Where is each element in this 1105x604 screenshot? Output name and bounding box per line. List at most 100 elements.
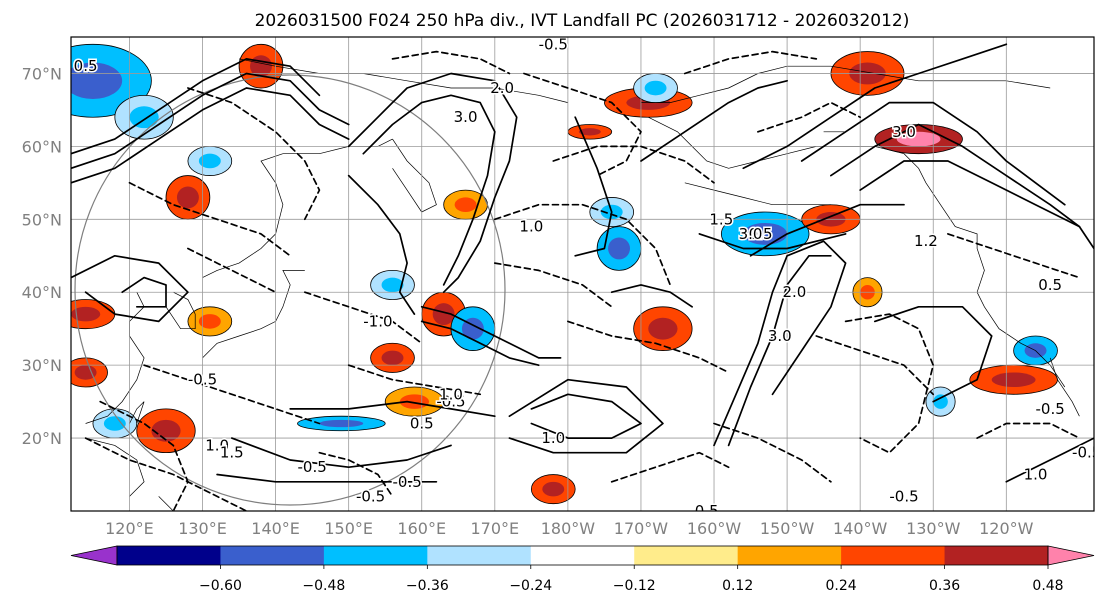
contour-solid-7	[610, 284, 693, 308]
contour-solid-12	[749, 203, 905, 257]
contour-solid-18	[873, 305, 993, 403]
colorbar-segment	[220, 546, 325, 565]
contour-label: 1.5	[220, 444, 244, 462]
colorbar-tick-labels: −0.60 −0.48 −0.36 −0.24 −0.12 0.12 0.24 0.36 0.4…	[199, 565, 1064, 594]
shaded-feature-core-8	[151, 419, 181, 442]
landfall-region-circle	[74, 74, 506, 506]
contour-label: 1.0	[541, 429, 565, 447]
shaded-feature-core-28	[542, 481, 565, 497]
contour-dashed-49	[318, 451, 394, 498]
contour-dashed-31	[84, 437, 248, 511]
colorbar-tick-label: −0.60	[199, 578, 242, 594]
contour-label: -1.0	[363, 312, 392, 330]
lon-tick-label: 130°W	[906, 519, 961, 538]
colorbar-tick-label: −0.48	[302, 578, 345, 594]
map-area: 3.02.01.0 1.5-0.53.02.03.03.01.20.51.00.5…	[71, 37, 1101, 511]
contour-solid-14	[742, 43, 1008, 170]
contour-dashed-30	[143, 364, 321, 425]
contour-dashed-28	[187, 87, 321, 221]
contour-solid-23	[216, 473, 438, 483]
contour-label: 3.0	[768, 327, 792, 345]
contour-dashed-36	[493, 262, 613, 308]
contour-solid-13	[698, 233, 847, 250]
contour-label: -0.5	[356, 487, 385, 505]
shaded-feature-core-14	[454, 197, 477, 213]
lon-tick-label: 140°E	[251, 519, 300, 538]
lat-tick-label: 70°N	[22, 64, 62, 83]
contour-label: 3.0	[454, 108, 478, 126]
contour-label: 3.0	[892, 123, 916, 141]
contour-label: 3.0	[739, 225, 763, 243]
shaded-feature-core-3	[176, 186, 199, 209]
coastline-0	[239, 58, 568, 103]
shaded-feature-core-0	[71, 62, 123, 99]
contour-label: -0.5	[436, 393, 465, 411]
colorbar-tick-label: 0.48	[1032, 578, 1063, 594]
contour-label: -0.5	[1072, 444, 1101, 462]
ivt-contours	[71, 43, 1094, 511]
lon-tick-label: 170°W	[614, 519, 669, 538]
shaded-feature-core-13	[381, 350, 404, 366]
lon-tick-label: 170°E	[470, 519, 519, 538]
contour-dashed-39	[844, 313, 935, 454]
shaded-feature-core-20	[743, 222, 788, 245]
lat-tick-label: 40°N	[22, 283, 62, 302]
contour-label: -0.5	[392, 473, 421, 491]
longitude-ticks: 120°E 130°E 140°E 150°E 160°E 170°E 180°W 170°W…	[105, 519, 1034, 538]
shaded-feature-core-4	[198, 153, 221, 169]
contour-label: 1.0	[1024, 466, 1048, 484]
contour-label: -0.5	[188, 371, 217, 389]
contour-solid-10	[713, 240, 847, 447]
lat-tick-label: 30°N	[22, 356, 62, 375]
coastline-14	[684, 182, 831, 206]
lat-tick-label: 50°N	[22, 210, 62, 229]
contour-dashed-42	[347, 364, 482, 396]
contour-solid-26	[289, 400, 496, 418]
shaded-feature-core-26	[933, 394, 948, 409]
contour-solid-2	[71, 58, 321, 155]
contour-dashed-35	[493, 203, 672, 286]
contour-solid-4	[362, 94, 496, 286]
coastline-7	[129, 401, 145, 424]
colorbar-segment	[117, 546, 221, 565]
colorbar-tick-label: 0.12	[722, 578, 753, 594]
contour-solid-9	[508, 378, 664, 454]
colorbar	[70, 545, 1095, 566]
lon-tick-label: 150°E	[324, 519, 373, 538]
colorbar-tick-label: −0.24	[509, 578, 552, 594]
contour-label: 1.2	[914, 232, 938, 250]
coastline-13	[1049, 357, 1080, 417]
shaded-feature-core-9	[103, 416, 126, 431]
colorbar-tick-label: 0.36	[929, 578, 960, 594]
shaded-feature-core-25	[991, 372, 1036, 388]
contour-dashed-38	[815, 335, 935, 396]
shaded-feature-core-19	[578, 128, 601, 136]
contour-label: -0.5	[743, 225, 772, 243]
contour-label: 0.5	[74, 57, 98, 75]
contour-label: 1.0	[439, 385, 463, 403]
contour-label: 2.0	[490, 79, 514, 97]
lon-tick-label: 150°W	[760, 519, 815, 538]
lon-tick-label: 120°E	[105, 519, 154, 538]
map-background	[71, 37, 1094, 511]
latitude-ticks: 70°N 60°N 50°N 40°N 30°N 20°N	[22, 64, 62, 448]
contour-solid-19	[71, 254, 189, 323]
contour-dashed-33	[523, 72, 642, 177]
colorbar-frame	[116, 545, 1049, 566]
contour-dashed-40	[757, 101, 862, 133]
contour-dashed-37	[567, 320, 730, 374]
shaded-feature-core-1	[129, 106, 159, 129]
contour-label: 1.0	[205, 436, 229, 454]
colorbar-segment	[737, 546, 842, 565]
contour-solid-0	[71, 72, 350, 170]
contour-label: -0.5	[297, 458, 326, 476]
lon-tick-label: 140°W	[833, 519, 888, 538]
colorbar-segment	[427, 546, 532, 565]
lon-tick-label: 120°W	[979, 519, 1034, 538]
contour-solid-22	[230, 437, 452, 469]
contour-dashed-48	[610, 451, 730, 483]
contour-solid-11	[727, 254, 832, 447]
contour-dashed-44	[391, 50, 511, 75]
